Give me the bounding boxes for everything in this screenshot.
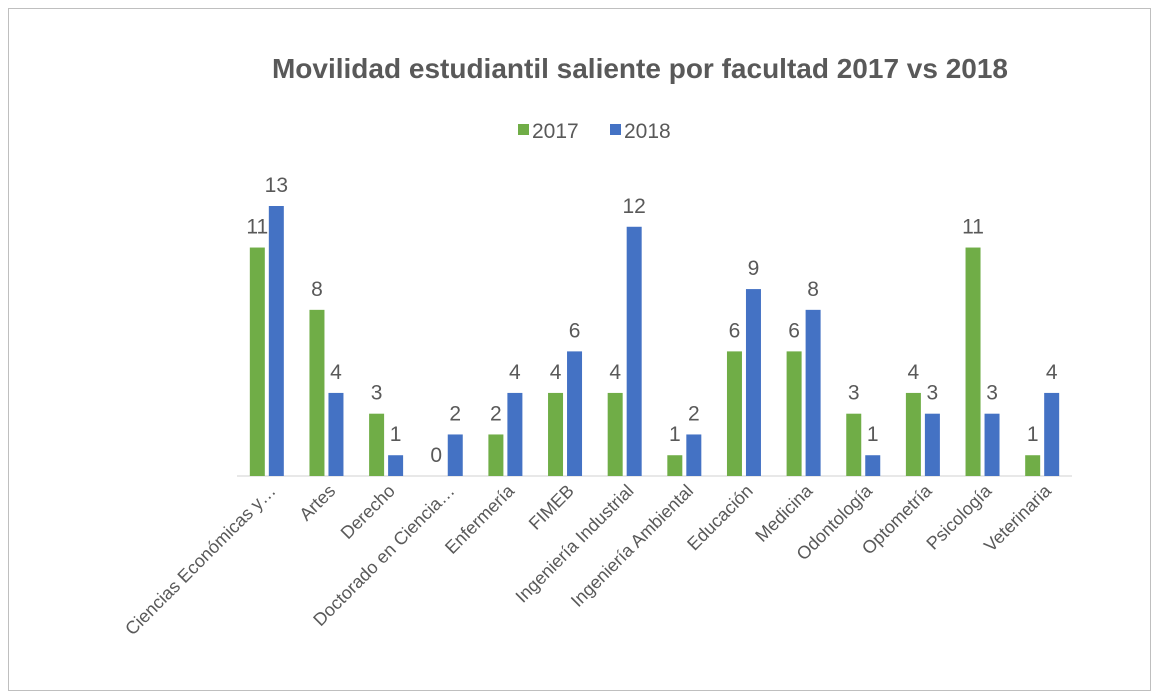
bar: [805, 309, 821, 476]
data-label: 11: [962, 216, 984, 239]
data-label: 2: [688, 402, 700, 425]
bar: [965, 247, 981, 476]
bar: [488, 434, 504, 476]
data-label: 4: [609, 361, 621, 384]
data-label: 1: [669, 423, 681, 446]
bar: [607, 392, 623, 476]
bar: [905, 392, 921, 476]
bar: [548, 392, 564, 476]
data-label: 9: [748, 257, 760, 280]
bar: [447, 434, 463, 476]
data-label: 3: [986, 382, 998, 405]
data-label: 0: [430, 444, 442, 467]
data-label: 6: [569, 319, 581, 342]
bar: [846, 413, 862, 476]
legend-label: 2017: [532, 120, 579, 143]
data-label: 6: [729, 319, 741, 342]
data-label: 4: [330, 361, 342, 384]
data-label: 6: [788, 319, 800, 342]
data-label: 1: [867, 423, 879, 446]
legend-label: 2018: [624, 120, 671, 143]
data-label: 12: [622, 195, 645, 218]
data-label: 3: [927, 382, 939, 405]
bar: [507, 392, 523, 476]
data-label: 4: [1046, 361, 1058, 384]
data-label: 2: [449, 402, 461, 425]
bar: [924, 413, 940, 476]
bar: [686, 434, 702, 476]
bar: [984, 413, 1000, 476]
bar: [865, 455, 881, 476]
data-label: 8: [311, 278, 323, 301]
bar: [745, 289, 761, 476]
chart-title: Movilidad estudiantil saliente por facul…: [272, 53, 1008, 84]
data-label: 4: [550, 361, 562, 384]
data-label: 3: [848, 382, 860, 405]
data-label: 11: [246, 216, 268, 239]
bar: [249, 247, 265, 476]
data-label: 8: [807, 278, 819, 301]
data-label: 3: [371, 382, 383, 405]
bar: [1044, 392, 1060, 476]
data-label: 4: [509, 361, 521, 384]
data-label: 4: [908, 361, 920, 384]
bar: [328, 392, 344, 476]
data-label: 1: [1027, 423, 1039, 446]
legend-swatch: [518, 124, 529, 135]
bar: [667, 455, 683, 476]
chart-frame: [8, 8, 1151, 691]
bar: [369, 413, 385, 476]
data-label: 2: [490, 402, 502, 425]
bar: [388, 455, 404, 476]
bar: [309, 309, 325, 476]
legend-swatch: [610, 124, 621, 135]
bar: [1025, 455, 1041, 476]
bar: [268, 206, 284, 476]
bar: [567, 351, 583, 476]
bar: [626, 226, 642, 476]
bar: [786, 351, 802, 476]
data-label: 13: [265, 174, 288, 197]
bar: [726, 351, 742, 476]
data-label: 1: [390, 423, 402, 446]
